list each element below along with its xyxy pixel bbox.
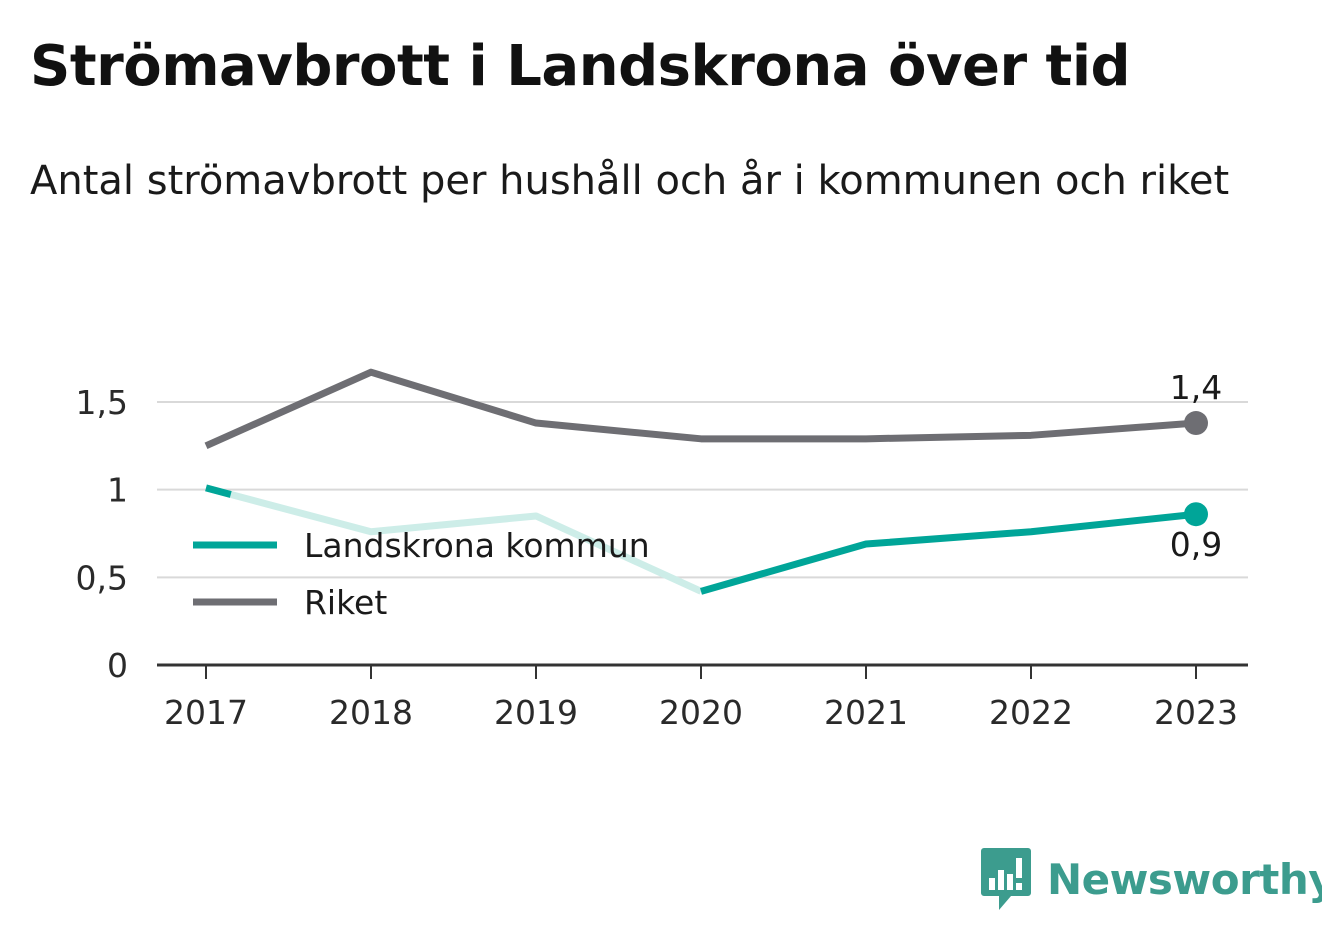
end-points: 1,4 0,9 (1170, 368, 1222, 564)
y-axis-ticks: 0 0,5 1 1,5 (76, 383, 128, 685)
y-tick-label: 1,5 (76, 383, 128, 422)
series-line-riket (204, 368, 1197, 450)
x-tick-label: 2017 (164, 693, 248, 732)
brand-name: Newsworthy (1047, 854, 1322, 904)
y-tick-label: 1 (107, 471, 128, 510)
x-tick-label: 2022 (989, 693, 1073, 732)
x-axis-ticks: 2017 2018 2019 2020 2021 2022 2023 (164, 665, 1238, 732)
y-tick-label: 0,5 (76, 558, 128, 597)
newsworthy-logo-icon (981, 848, 1031, 910)
grid-lines (157, 401, 1248, 579)
series-lines (204, 368, 1197, 595)
x-tick-label: 2021 (824, 693, 908, 732)
end-point-landskrona (1184, 502, 1208, 527)
series-line-landskrona (700, 510, 1197, 595)
chart-title: Strömavbrott i Landskrona över tid (30, 34, 1131, 99)
x-tick-label: 2023 (1154, 693, 1238, 732)
legend-label-landskrona: Landskrona kommun (304, 526, 650, 565)
brand-logo: Newsworthy (981, 848, 1322, 910)
end-label-landskrona: 0,9 (1170, 525, 1222, 564)
chart-subtitle: Antal strömavbrott per hushåll och år i … (30, 158, 1230, 204)
x-tick-label: 2018 (329, 693, 413, 732)
end-point-riket (1184, 411, 1208, 436)
end-label-riket: 1,4 (1170, 368, 1222, 407)
series-line-landskrona-start (205, 484, 232, 498)
x-tick-label: 2019 (494, 693, 578, 732)
legend-label-riket: Riket (304, 583, 387, 622)
legend: Landskrona kommun Riket (193, 526, 650, 622)
y-tick-label: 0 (107, 646, 128, 685)
series-line-landskrona-faded (205, 484, 703, 595)
x-tick-label: 2020 (659, 693, 743, 732)
